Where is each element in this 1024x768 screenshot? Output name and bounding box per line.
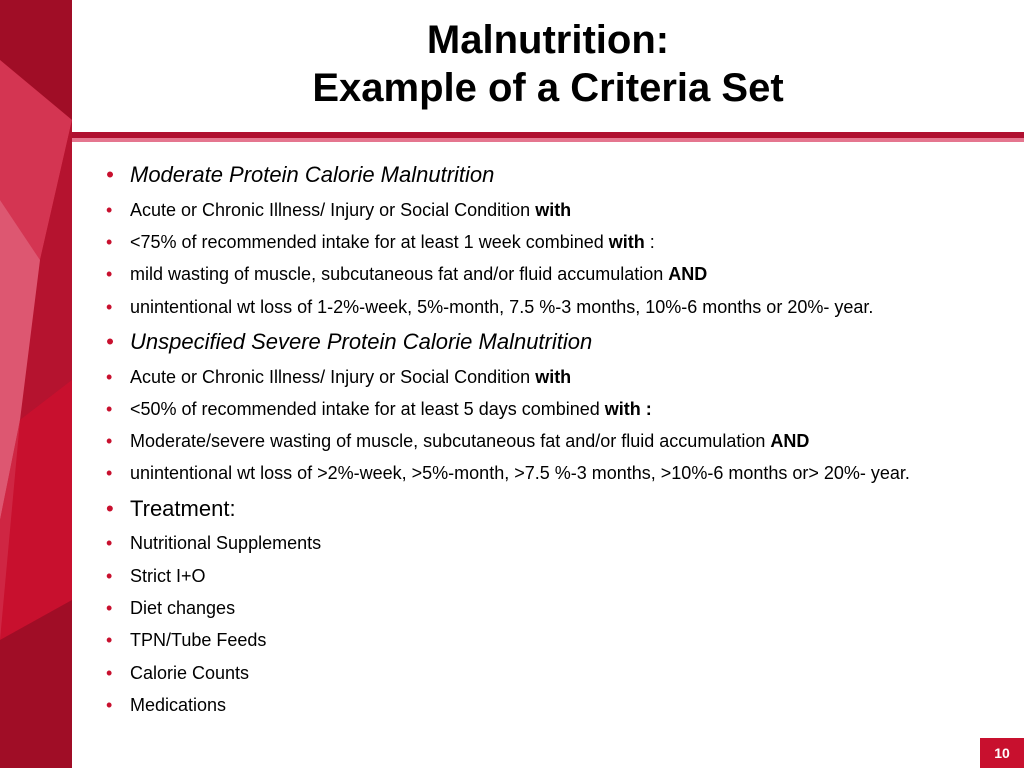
bullet-text: Acute or Chronic Illness/ Injury or Soci… [130, 367, 535, 387]
bullet-text: unintentional wt loss of >2%-week, >5%-m… [130, 463, 910, 483]
bullet-item: Nutritional Supplements [100, 531, 1000, 555]
bullet-text: Calorie Counts [130, 663, 249, 683]
bullet-item: Moderate/severe wasting of muscle, subcu… [100, 429, 1000, 453]
page-number-badge: 10 [980, 738, 1024, 768]
bullet-item: Strict I+O [100, 564, 1000, 588]
bullet-text: Medications [130, 695, 226, 715]
title-divider [72, 132, 1024, 142]
bullet-item: mild wasting of muscle, subcutaneous fat… [100, 262, 1000, 286]
page-number: 10 [994, 745, 1010, 761]
slide: Malnutrition: Example of a Criteria Set … [0, 0, 1024, 768]
bullet-text: Acute or Chronic Illness/ Injury or Soci… [130, 200, 535, 220]
bullet-item: <75% of recommended intake for at least … [100, 230, 1000, 254]
bullet-item: Diet changes [100, 596, 1000, 620]
bullet-item: Medications [100, 693, 1000, 717]
bullet-item: Calorie Counts [100, 661, 1000, 685]
bullet-list: Moderate Protein Calorie Malnutrition Acu… [100, 160, 1000, 717]
bullet-item: Acute or Chronic Illness/ Injury or Soci… [100, 198, 1000, 222]
bullet-text: with [535, 367, 571, 387]
bullet-text: with [535, 200, 571, 220]
bullet-item: <50% of recommended intake for at least … [100, 397, 1000, 421]
bullet-text: with [609, 232, 645, 252]
title-line-2: Example of a Criteria Set [312, 66, 783, 110]
bullet-text: with : [605, 399, 652, 419]
left-decoration [0, 0, 72, 768]
bullet-item: unintentional wt loss of >2%-week, >5%-m… [100, 461, 1000, 485]
bullet-text: Strict I+O [130, 566, 206, 586]
bullet-text: Unspecified Severe Protein Calorie Malnu… [130, 329, 592, 354]
bullet-item: Unspecified Severe Protein Calorie Malnu… [100, 327, 1000, 357]
bullet-text: Moderate Protein Calorie Malnutrition [130, 162, 494, 187]
slide-body: Moderate Protein Calorie Malnutrition Acu… [100, 160, 1000, 738]
bullet-text: <50% of recommended intake for at least … [130, 399, 605, 419]
bullet-item: Acute or Chronic Illness/ Injury or Soci… [100, 365, 1000, 389]
bullet-text: <75% of recommended intake for at least … [130, 232, 609, 252]
title-line-1: Malnutrition: [427, 18, 669, 62]
bullet-text: TPN/Tube Feeds [130, 630, 266, 650]
bullet-text: Treatment: [130, 496, 236, 521]
bullet-text: unintentional wt loss of 1-2%-week, 5%-m… [130, 297, 873, 317]
bullet-text: mild wasting of muscle, subcutaneous fat… [130, 264, 668, 284]
bullet-item: unintentional wt loss of 1-2%-week, 5%-m… [100, 295, 1000, 319]
bullet-item: TPN/Tube Feeds [100, 628, 1000, 652]
bullet-item: Treatment: [100, 494, 1000, 524]
bullet-text: Nutritional Supplements [130, 533, 321, 553]
bullet-text: : [645, 232, 655, 252]
bullet-text: Diet changes [130, 598, 235, 618]
slide-title: Malnutrition: Example of a Criteria Set [72, 16, 1024, 112]
bullet-text: Moderate/severe wasting of muscle, subcu… [130, 431, 770, 451]
bullet-item: Moderate Protein Calorie Malnutrition [100, 160, 1000, 190]
bullet-text: AND [668, 264, 707, 284]
bullet-text: AND [770, 431, 809, 451]
